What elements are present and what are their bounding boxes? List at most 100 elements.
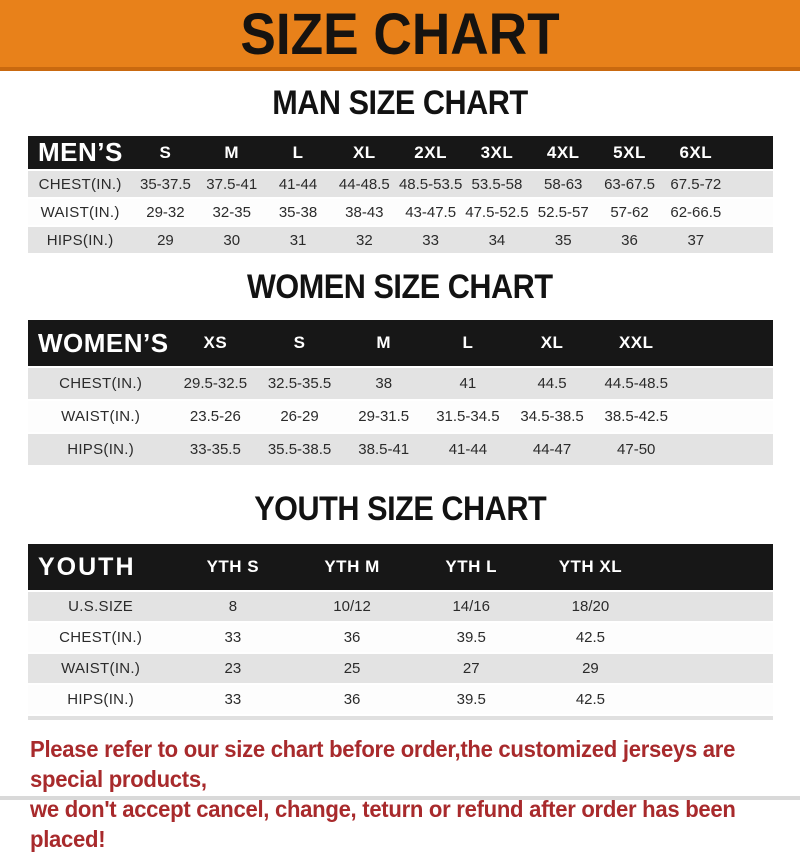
cell-value: 32.5-35.5 <box>257 368 342 399</box>
row-spacer <box>678 368 773 399</box>
column-header: L <box>425 320 510 366</box>
cell-value: 48.5-53.5 <box>397 171 464 197</box>
row-label: WAIST(IN.) <box>28 199 133 225</box>
cell-value: 10/12 <box>292 592 412 621</box>
row-label: HIPS(IN.) <box>28 685 174 714</box>
cell-value: 34 <box>463 227 531 253</box>
cell-value: 39.5 <box>411 685 531 714</box>
cell-value: 37.5-41 <box>198 171 265 197</box>
cell-value: 47-50 <box>594 434 679 465</box>
cell-value: 57-62 <box>596 199 663 225</box>
cell-value: 44-48.5 <box>331 171 398 197</box>
cell-value: 33 <box>173 623 293 652</box>
cell-value: 36 <box>292 623 412 652</box>
cell-value: 18/20 <box>530 592 651 621</box>
cell-value: 38.5-42.5 <box>594 401 679 432</box>
cell-value: 37 <box>662 227 729 253</box>
table-row: CHEST(IN.) 35-37.5 37.5-41 41-44 44-48.5 48.5… <box>28 171 773 197</box>
column-header: 4XL <box>530 136 597 169</box>
column-header: YTH S <box>173 544 293 590</box>
cell-value: 58-63 <box>530 171 597 197</box>
table-row: CHEST(IN.) 33 36 39.5 42.5 <box>28 623 773 652</box>
cell-value: 53.5-58 <box>463 171 531 197</box>
cell-value: 33 <box>397 227 464 253</box>
cell-value: 38 <box>341 368 426 399</box>
column-header: YTH XL <box>530 544 651 590</box>
cell-value: 29-32 <box>132 199 199 225</box>
row-label: WAIST(IN.) <box>28 654 174 683</box>
cell-value: 31.5-34.5 <box>425 401 510 432</box>
cell-value: 33 <box>173 685 293 714</box>
cell-value: 41-44 <box>264 171 332 197</box>
column-header: 2XL <box>397 136 464 169</box>
table-row: U.S.SIZE 8 10/12 14/16 18/20 <box>28 592 773 621</box>
men-size-section: MAN SIZE CHART MEN’S S M L XL 2XL 3XL 4XL 5XL 6XL… <box>0 85 800 255</box>
cell-value: 36 <box>596 227 663 253</box>
table-corner-label: WOMEN’S <box>28 320 174 366</box>
row-label: CHEST(IN.) <box>28 171 133 197</box>
women-size-table: WOMEN’S XS S M L XL XXL CHEST(IN.) 29.5-32.5 32.5… <box>28 318 773 467</box>
column-header: XL <box>509 320 595 366</box>
women-size-section: WOMEN SIZE CHART WOMEN’S XS S M L XL XXL CHEST(… <box>0 269 800 467</box>
cell-value: 27 <box>411 654 531 683</box>
header-spacer <box>650 544 773 590</box>
column-header: L <box>264 136 332 169</box>
cell-value: 43-47.5 <box>397 199 464 225</box>
table-row: CHEST(IN.) 29.5-32.5 32.5-35.5 38 41 44.5 44.5… <box>28 368 773 399</box>
row-spacer <box>728 199 773 225</box>
row-label: CHEST(IN.) <box>28 368 174 399</box>
cell-value: 52.5-57 <box>530 199 597 225</box>
men-section-title: MAN SIZE CHART <box>0 85 800 122</box>
row-spacer <box>678 401 773 432</box>
cell-value: 36 <box>292 685 412 714</box>
table-row: WAIST(IN.) 23.5-26 26-29 29-31.5 31.5-34.5 34… <box>28 401 773 432</box>
cell-value: 42.5 <box>530 623 651 652</box>
women-section-title-text: WOMEN SIZE CHART <box>247 268 553 306</box>
cell-value: 23.5-26 <box>173 401 258 432</box>
cell-value: 29 <box>132 227 199 253</box>
row-spacer <box>650 654 773 683</box>
table-header-row: MEN’S S M L XL 2XL 3XL 4XL 5XL 6XL <box>28 136 773 169</box>
column-header: 6XL <box>662 136 729 169</box>
youth-size-table: YOUTH YTH S YTH M YTH L YTH XL U.S.SIZE 8 10/12… <box>28 542 773 720</box>
cell-value: 29 <box>530 654 651 683</box>
header-spacer <box>728 136 773 169</box>
table-header-row: YOUTH YTH S YTH M YTH L YTH XL <box>28 544 773 590</box>
column-header: S <box>132 136 199 169</box>
cell-value: 26-29 <box>257 401 342 432</box>
cell-value: 32 <box>331 227 398 253</box>
row-spacer <box>650 685 773 714</box>
men-section-title-text: MAN SIZE CHART <box>272 84 528 122</box>
column-header: XS <box>173 320 258 366</box>
cell-value: 35-37.5 <box>132 171 199 197</box>
cell-value: 39.5 <box>411 623 531 652</box>
column-header: 5XL <box>596 136 663 169</box>
cell-value: 29-31.5 <box>341 401 426 432</box>
table-row: HIPS(IN.) 29 30 31 32 33 34 35 36 37 <box>28 227 773 253</box>
cell-value: 8 <box>173 592 293 621</box>
row-spacer <box>678 434 773 465</box>
cell-value: 29.5-32.5 <box>173 368 258 399</box>
youth-section-title: YOUTH SIZE CHART <box>0 491 800 528</box>
row-label: CHEST(IN.) <box>28 623 174 652</box>
cell-value: 41-44 <box>425 434 510 465</box>
men-size-table: MEN’S S M L XL 2XL 3XL 4XL 5XL 6XL CHEST(IN.) 35-37… <box>28 134 773 255</box>
row-label: U.S.SIZE <box>28 592 174 621</box>
order-notice: Please refer to our size chart before or… <box>30 734 800 854</box>
cell-value: 67.5-72 <box>662 171 729 197</box>
bottom-edge-strip <box>0 796 800 800</box>
page-title: SIZE CHART <box>240 0 560 66</box>
row-spacer <box>728 227 773 253</box>
youth-size-section: YOUTH SIZE CHART YOUTH YTH S YTH M YTH L YTH… <box>0 491 800 720</box>
cell-value: 32-35 <box>198 199 265 225</box>
table-row: HIPS(IN.) 33-35.5 35.5-38.5 38.5-41 41-44 44-… <box>28 434 773 465</box>
cell-value: 34.5-38.5 <box>509 401 595 432</box>
column-header: M <box>341 320 426 366</box>
cell-value: 42.5 <box>530 685 651 714</box>
cell-value: 35.5-38.5 <box>257 434 342 465</box>
table-corner-label: YOUTH <box>28 544 174 590</box>
cell-value: 31 <box>264 227 332 253</box>
cell-value: 38.5-41 <box>341 434 426 465</box>
row-spacer <box>728 171 773 197</box>
